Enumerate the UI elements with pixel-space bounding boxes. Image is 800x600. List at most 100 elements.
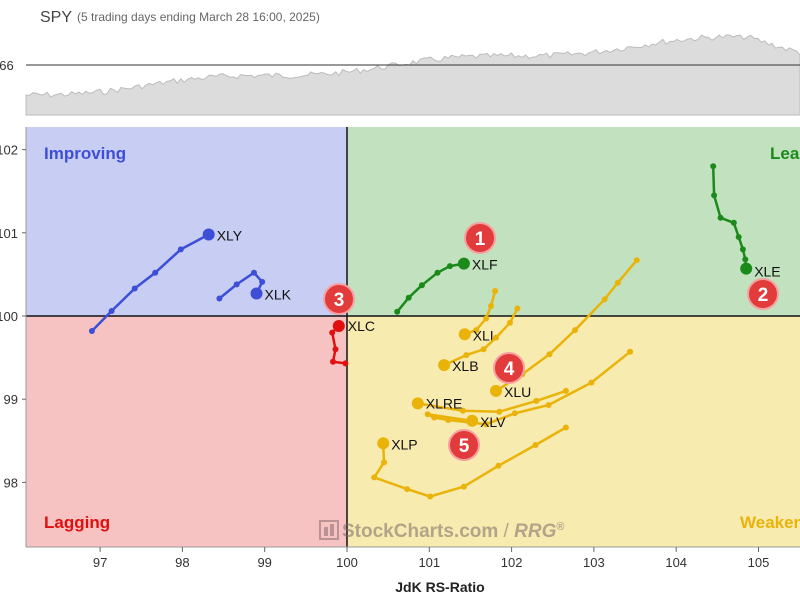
tail-point <box>511 410 518 417</box>
y-tick-label: 98 <box>4 475 18 490</box>
tail-point <box>342 360 349 367</box>
tail-point <box>514 305 521 312</box>
badge-1: 1 <box>464 222 496 254</box>
quadrant-label-improving: Improving <box>44 144 126 163</box>
tail-xlf[interactable]: XLF <box>394 257 498 315</box>
tail-xlc[interactable]: XLC <box>329 318 375 367</box>
badge-2: 2 <box>747 278 779 310</box>
tail-label-xli: XLI <box>473 327 494 343</box>
tail-point <box>742 256 749 263</box>
tail-point <box>371 474 378 481</box>
x-tick-label: 100 <box>336 555 358 570</box>
tail-point <box>131 285 138 292</box>
tail-label-xlp: XLP <box>391 436 417 452</box>
tail-point <box>572 327 578 334</box>
tail-label-xlk: XLK <box>265 287 292 303</box>
tail-point <box>532 442 539 448</box>
tail-point <box>233 281 240 288</box>
tail-point <box>627 348 634 355</box>
tail-head-xlre[interactable] <box>411 397 424 410</box>
tail-xli[interactable]: XLI <box>458 288 499 343</box>
y-tick-label: 102 <box>0 143 18 158</box>
tail-point <box>545 402 552 408</box>
y-tick-label: 100 <box>0 309 18 324</box>
tail-point <box>507 319 513 326</box>
tail-xle[interactable]: XLE <box>710 163 781 280</box>
tail-point <box>394 308 401 315</box>
tail-head-xlc[interactable] <box>332 320 345 332</box>
quadrant-label-weakening: Weakening <box>740 513 800 532</box>
tail-point <box>330 358 336 365</box>
tail-point <box>601 296 608 303</box>
tail-point <box>152 269 159 276</box>
y-tick-label: 99 <box>4 392 18 407</box>
tail-point <box>108 308 115 314</box>
badge-circle <box>448 429 480 461</box>
tail-xlb[interactable]: XLB <box>438 305 521 375</box>
badge-circle <box>323 283 355 315</box>
tail-head-xlu[interactable] <box>490 384 502 397</box>
tail-point <box>460 407 466 414</box>
tail-point <box>424 411 431 418</box>
tail-point <box>381 459 387 466</box>
tail-label-xlre: XLRE <box>426 395 463 411</box>
tail-point <box>735 234 742 240</box>
x-tick-label: 104 <box>665 555 687 570</box>
x-tick-label: 99 <box>257 555 271 570</box>
tail-xly[interactable]: XLY <box>88 228 243 335</box>
tail-head-xle[interactable] <box>740 262 753 275</box>
tail-xlk[interactable]: XLK <box>216 269 292 303</box>
tail-point <box>717 214 724 221</box>
tail-point <box>434 269 441 276</box>
badge-number: 3 <box>334 290 345 311</box>
tail-head-xly[interactable] <box>202 228 215 241</box>
watermark-reg: ® <box>556 521 564 533</box>
tail-label-xlc: XLC <box>348 318 375 334</box>
tail-point <box>473 327 480 334</box>
tail-label-xlf: XLF <box>472 257 498 273</box>
tail-xlre[interactable]: XLRE <box>411 387 569 415</box>
tail-label-xly: XLY <box>217 228 243 244</box>
watermark-brand: StockCharts.com <box>342 521 498 542</box>
tail-point <box>496 408 503 415</box>
badge-number: 1 <box>475 229 486 250</box>
tail-line-xly <box>91 233 210 332</box>
tail-label-xlu: XLU <box>504 384 531 400</box>
tail-xlv[interactable]: XLV <box>424 348 634 430</box>
y-tick-label: 101 <box>0 226 18 241</box>
tail-head-xlb[interactable] <box>438 359 451 372</box>
tail-head-xlf[interactable] <box>457 257 470 270</box>
quadrant-label-lagging: Lagging <box>44 513 110 532</box>
tail-point <box>332 346 339 353</box>
tail-head-xli[interactable] <box>458 328 471 341</box>
tail-point <box>483 315 490 322</box>
tail-head-xlp[interactable] <box>377 437 390 450</box>
tail-point <box>546 351 553 358</box>
tail-head-xlv[interactable] <box>466 414 479 427</box>
tail-point <box>730 219 737 226</box>
badge-circle <box>747 278 779 310</box>
badge-circle <box>493 352 525 384</box>
x-tick-label: 97 <box>93 555 107 570</box>
x-tick-label: 105 <box>748 555 770 570</box>
tail-point <box>216 295 223 302</box>
tail-point <box>427 493 434 500</box>
quadrant-lagging <box>26 316 347 547</box>
tail-point <box>633 257 640 264</box>
quadrant-label-leading: Leading <box>770 144 800 163</box>
tail-point <box>492 288 499 294</box>
tail-point <box>405 294 412 301</box>
badge-number: 2 <box>758 285 769 306</box>
stockcharts-logo-bar <box>330 524 334 536</box>
tail-head-xlk[interactable] <box>250 287 263 300</box>
tail-point <box>739 246 746 253</box>
tail-point <box>710 163 717 170</box>
tail-point <box>418 282 425 289</box>
badge-3: 3 <box>323 283 355 315</box>
tail-xlp[interactable]: XLP <box>371 424 569 500</box>
x-tick-label: 101 <box>418 555 440 570</box>
spy-reference-label: 566 <box>0 58 14 73</box>
x-tick-label: 102 <box>501 555 523 570</box>
x-tick-label: 103 <box>583 555 605 570</box>
spy-price-area <box>25 34 800 116</box>
